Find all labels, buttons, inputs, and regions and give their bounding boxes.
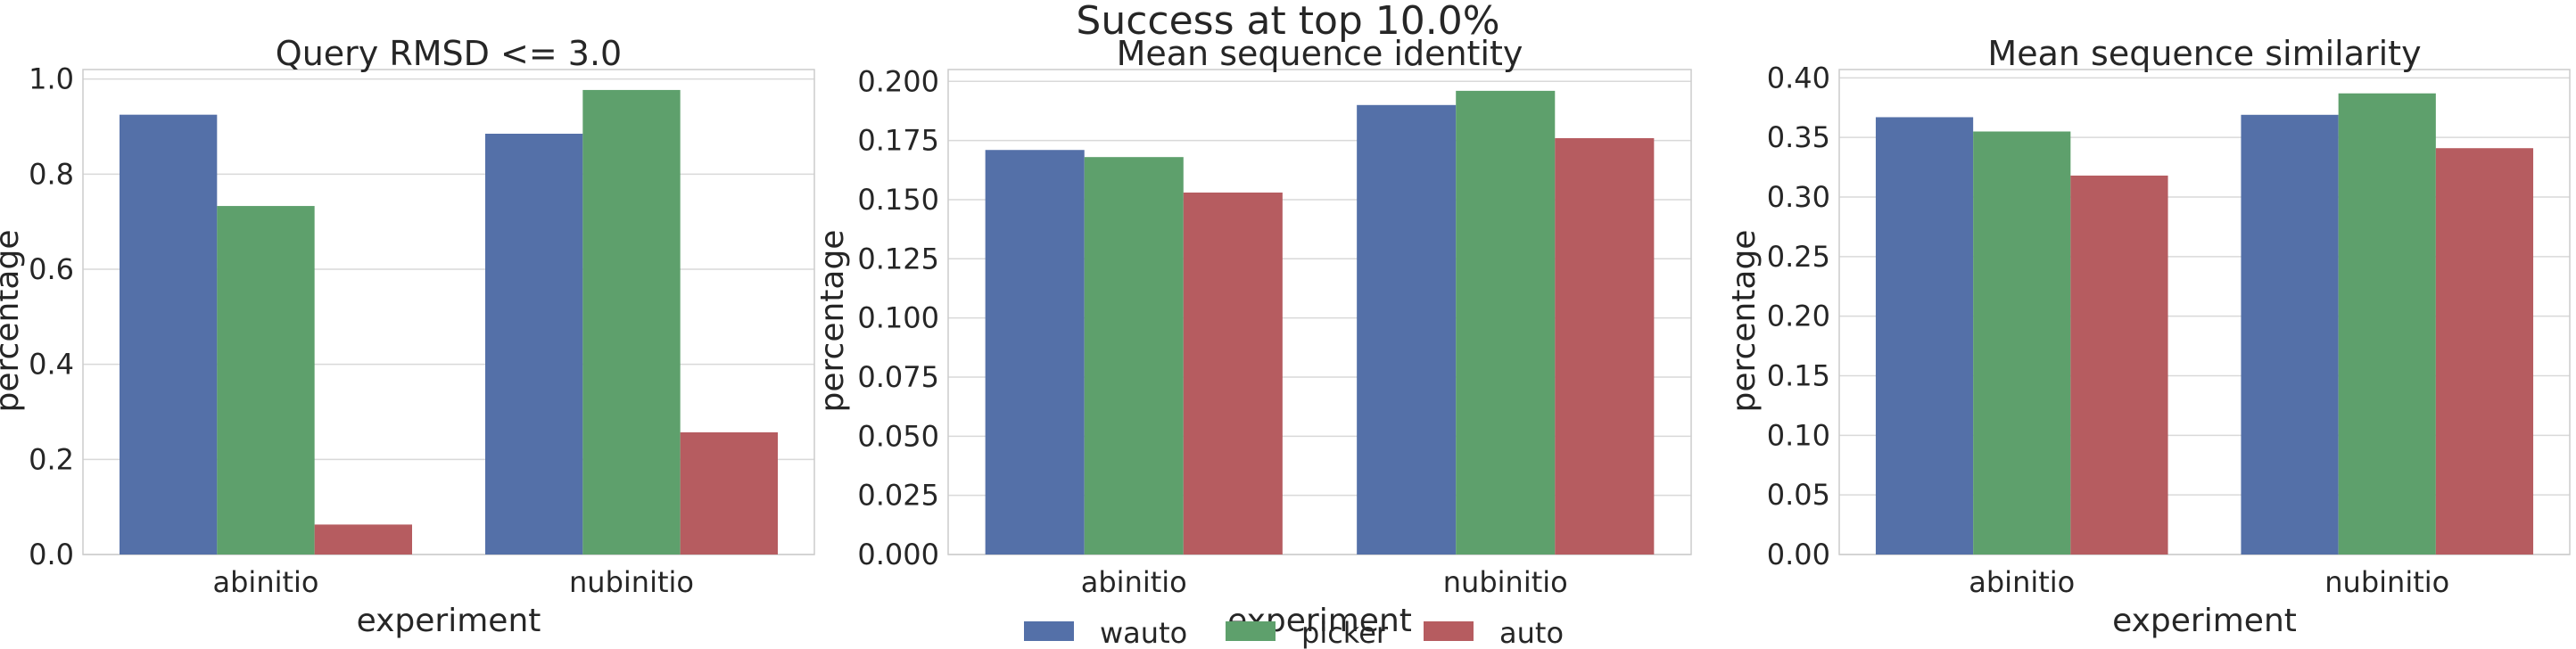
- panel-title: Mean sequence similarity: [1987, 34, 2421, 73]
- y-axis-label: percentage: [814, 230, 851, 413]
- chart-panels: 0.0 0.2 0.4 0.6 0.8 1.0 abinitio nubinitio exper…: [0, 34, 2571, 639]
- bar-wauto-abinitio: [1875, 117, 1974, 555]
- plot-frame: [947, 69, 1692, 555]
- y-tick-label: 0.6: [29, 252, 74, 286]
- y-tick-label: 0.05: [1767, 478, 1830, 512]
- y-tick-label: 0.15: [1767, 359, 1830, 393]
- bar-auto-abinitio: [1183, 192, 1283, 555]
- x-tick-label: nubinitio: [1443, 565, 1568, 599]
- figure-suptitle: Success at top 10.0%: [1076, 0, 1499, 44]
- x-axis-label: experiment: [357, 603, 541, 639]
- bar-picker-nubinitio: [2338, 93, 2436, 555]
- y-tick-label: 0.25: [1767, 240, 1830, 274]
- y-tick-label: 0.050: [857, 419, 939, 453]
- y-tick-label: 0.10: [1767, 418, 1830, 452]
- legend: wauto picker auto: [1024, 616, 1564, 649]
- legend-label: auto: [1499, 616, 1564, 649]
- chart-panel-2: 0.000 0.025 0.050 0.075 0.100 0.125 0.150 0.175…: [814, 34, 1692, 639]
- bar-auto-nubinitio: [680, 431, 778, 555]
- legend-item-auto: auto: [1424, 616, 1564, 649]
- bar-auto-nubinitio: [1555, 137, 1655, 555]
- y-tick-label: 0.30: [1767, 180, 1830, 214]
- y-tick-label: 0.125: [857, 242, 939, 275]
- y-tick-label: 0.4: [29, 348, 74, 382]
- legend-swatch: [1024, 621, 1074, 641]
- y-tick-label: 0.8: [29, 157, 74, 191]
- bar-wauto-nubinitio: [1357, 104, 1457, 555]
- bar-picker-abinitio: [217, 206, 315, 555]
- x-axis-label: experiment: [2112, 603, 2297, 639]
- bar-auto-nubinitio: [2435, 148, 2534, 555]
- y-tick-label: 0.2: [29, 442, 74, 476]
- bar-picker-abinitio: [1084, 157, 1184, 555]
- y-axis-label: percentage: [0, 230, 26, 413]
- bar-picker-nubinitio: [1456, 90, 1556, 555]
- legend-label: wauto: [1100, 616, 1187, 649]
- bar-auto-abinitio: [2070, 175, 2168, 555]
- bar-picker-nubinitio: [582, 89, 681, 555]
- y-tick-label: 0.100: [857, 301, 939, 335]
- legend-swatch: [1226, 621, 1276, 641]
- y-tick-label: 0.00: [1767, 538, 1830, 571]
- plot-frame: [82, 69, 815, 555]
- bar-wauto-nubinitio: [2241, 114, 2339, 555]
- legend-label: picker: [1301, 616, 1389, 649]
- y-tick-label: 0.075: [857, 360, 939, 394]
- bar-auto-abinitio: [314, 524, 412, 555]
- legend-item-wauto: wauto: [1024, 616, 1187, 649]
- x-tick-label: abinitio: [213, 565, 319, 599]
- bar-wauto-abinitio: [120, 114, 218, 555]
- y-tick-label: 0.35: [1767, 120, 1830, 154]
- chart-panel-1: 0.0 0.2 0.4 0.6 0.8 1.0 abinitio nubinitio exper…: [0, 34, 815, 639]
- chart-panel-3: 0.00 0.05 0.10 0.15 0.20 0.25 0.30 0.35 0.40 abin…: [1726, 34, 2571, 639]
- x-tick-label: abinitio: [1969, 565, 2075, 599]
- x-tick-label: nubinitio: [569, 565, 694, 599]
- y-tick-label: 0.0: [29, 538, 74, 571]
- y-tick-label: 0.025: [857, 479, 939, 513]
- y-tick-label: 0.000: [857, 538, 939, 571]
- bar-picker-abinitio: [1973, 131, 2071, 555]
- y-tick-label: 0.150: [857, 183, 939, 217]
- x-tick-label: abinitio: [1081, 565, 1187, 599]
- y-axis-label: percentage: [1726, 230, 1763, 413]
- plot-frame: [1838, 69, 2571, 555]
- y-tick-label: 0.175: [857, 124, 939, 158]
- bar-wauto-abinitio: [985, 150, 1085, 555]
- y-tick-label: 1.0: [29, 62, 74, 96]
- legend-swatch: [1424, 621, 1474, 641]
- panel-title: Query RMSD <= 3.0: [276, 34, 622, 73]
- y-tick-label: 0.40: [1767, 61, 1830, 94]
- y-tick-label: 0.20: [1767, 300, 1830, 333]
- legend-item-picker: picker: [1226, 616, 1389, 649]
- y-tick-label: 0.200: [857, 64, 939, 98]
- panel-title: Mean sequence identity: [1117, 34, 1523, 73]
- bar-wauto-nubinitio: [485, 134, 583, 555]
- x-tick-label: nubinitio: [2324, 565, 2449, 599]
